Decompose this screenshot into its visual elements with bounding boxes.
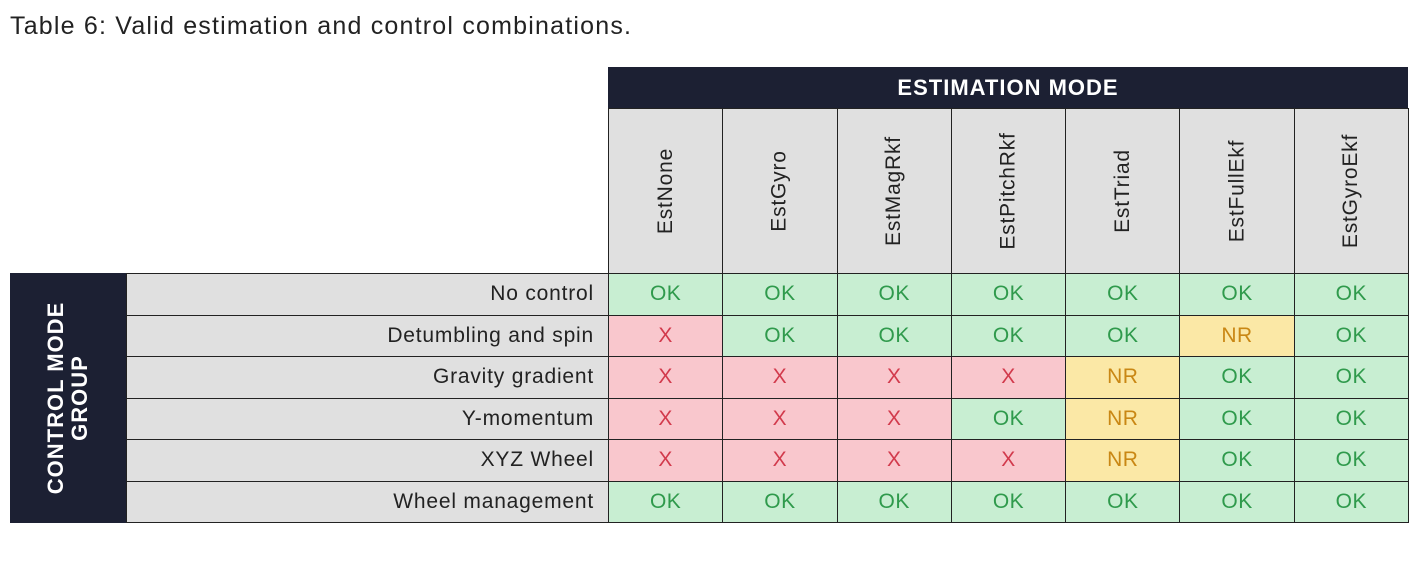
row-header: Detumbling and spin <box>126 314 609 357</box>
caption: Table 6: Valid estimation and control co… <box>10 12 633 40</box>
row-header: Wheel management <box>126 480 609 523</box>
cell: OK <box>608 273 724 316</box>
column-header-text: EstGyroEkf <box>1339 133 1363 249</box>
cell: NR <box>1065 397 1181 440</box>
column-header-text: EstFullEkf <box>1225 139 1249 243</box>
cell: OK <box>1293 439 1409 482</box>
cell: OK <box>722 314 838 357</box>
cell: OK <box>1293 480 1409 523</box>
cell: NR <box>1065 356 1181 399</box>
column-header-text: EstMagRkf <box>882 136 906 246</box>
column-header: EstFullEkf <box>1179 108 1295 274</box>
cell: X <box>950 356 1067 399</box>
column-group-header: ESTIMATION MODE <box>608 67 1408 109</box>
cell: X <box>722 356 838 399</box>
cell: OK <box>608 480 724 523</box>
cell: OK <box>836 314 952 357</box>
cell: NR <box>1065 439 1181 482</box>
cell: NR <box>1179 314 1295 357</box>
cell: X <box>722 439 838 482</box>
row-header: XYZ Wheel <box>126 439 609 482</box>
column-header: EstNone <box>608 108 724 274</box>
cell: OK <box>1065 314 1181 357</box>
cell: X <box>950 439 1067 482</box>
cell: X <box>836 397 952 440</box>
cell: OK <box>1293 273 1409 316</box>
row-group-header: CONTROL MODE GROUP <box>10 273 127 523</box>
row-group-text: CONTROL MODE GROUP <box>43 301 93 495</box>
cell: X <box>608 439 724 482</box>
cell: OK <box>950 314 1067 357</box>
cell: OK <box>1179 356 1295 399</box>
column-header-text: EstNone <box>653 147 677 235</box>
cell: OK <box>836 480 952 523</box>
cell: OK <box>1179 397 1295 440</box>
cell: OK <box>722 273 838 316</box>
cell: OK <box>1065 480 1181 523</box>
column-header: EstTriad <box>1065 108 1181 274</box>
row-header: Y-momentum <box>126 397 609 440</box>
column-header-text: EstPitchRkf <box>996 132 1020 250</box>
column-header: EstMagRkf <box>836 108 952 274</box>
cell: OK <box>1293 314 1409 357</box>
cell: OK <box>836 273 952 316</box>
cell: OK <box>950 273 1067 316</box>
cell: OK <box>950 397 1067 440</box>
cell: X <box>722 397 838 440</box>
cell: OK <box>1179 480 1295 523</box>
cell: OK <box>722 480 838 523</box>
cell: X <box>608 314 724 357</box>
cell: OK <box>1293 356 1409 399</box>
row-group-line: GROUP <box>67 355 93 441</box>
row-header: Gravity gradient <box>126 356 609 399</box>
column-header: EstGyro <box>722 108 838 274</box>
cell: X <box>836 356 952 399</box>
column-header-text: EstGyro <box>767 150 791 232</box>
column-header: EstGyroEkf <box>1293 108 1409 274</box>
cell: OK <box>1065 273 1181 316</box>
row-group-line: CONTROL MODE <box>43 301 69 495</box>
cell: OK <box>950 480 1067 523</box>
cell: OK <box>1179 273 1295 316</box>
cell: X <box>608 356 724 399</box>
cell: OK <box>1293 397 1409 440</box>
column-header-text: EstTriad <box>1110 149 1134 233</box>
column-header: EstPitchRkf <box>950 108 1067 274</box>
row-header: No control <box>126 273 609 316</box>
cell: X <box>608 397 724 440</box>
cell: OK <box>1179 439 1295 482</box>
cell: X <box>836 439 952 482</box>
